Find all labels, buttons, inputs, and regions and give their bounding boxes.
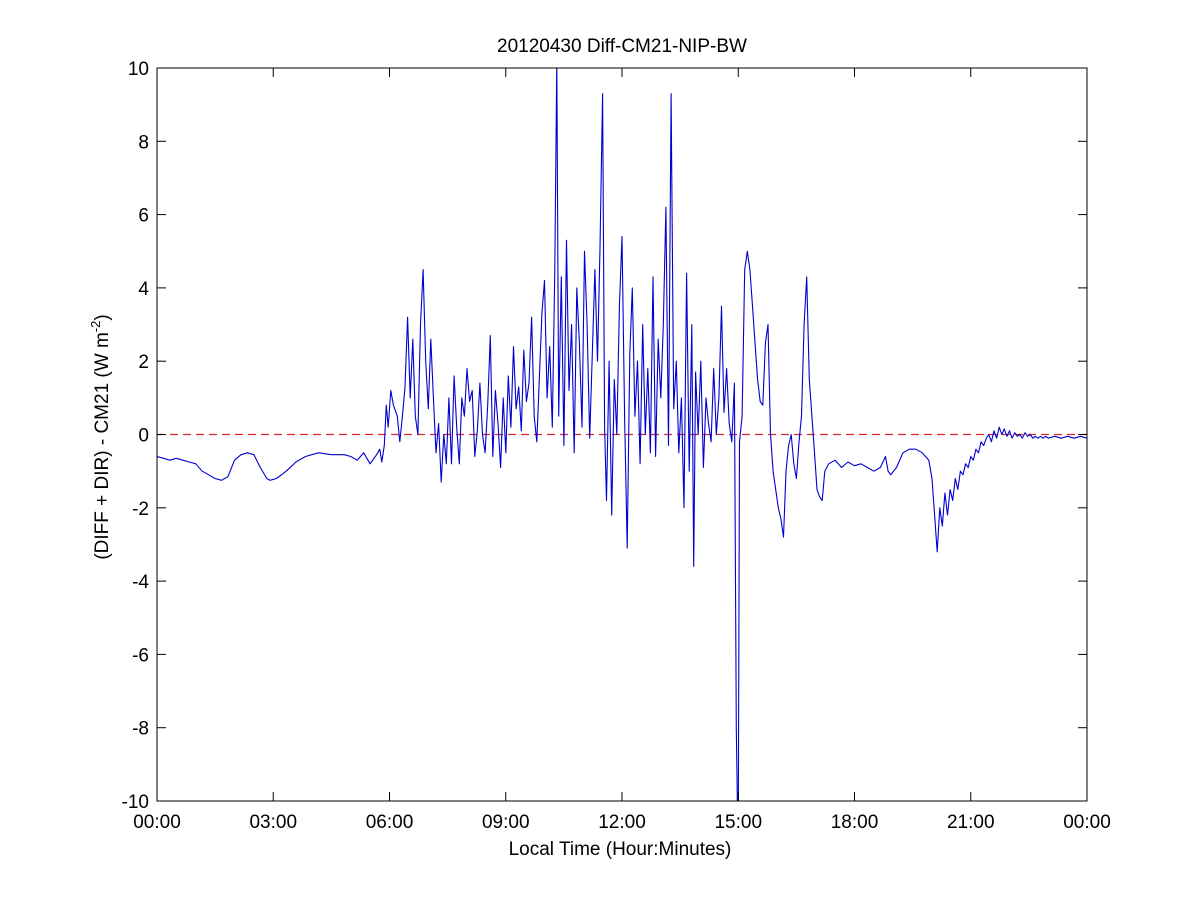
x-tick-label: 03:00 xyxy=(249,812,297,833)
y-axis-label: (DIFF + DIR) - CM21 (W m-2) xyxy=(88,314,113,559)
plot-area xyxy=(157,68,1087,801)
y-tick-label: 10 xyxy=(128,59,149,80)
y-tick-label: 2 xyxy=(138,352,149,373)
x-axis-label: Local Time (Hour:Minutes) xyxy=(509,839,732,860)
y-tick-label: -10 xyxy=(122,792,149,813)
x-tick-label: 15:00 xyxy=(714,812,762,833)
y-tick-label: -8 xyxy=(132,719,149,740)
y-tick-label: 4 xyxy=(138,279,149,300)
y-tick-label: -6 xyxy=(132,645,149,666)
y-tick-label: 8 xyxy=(138,132,149,153)
y-tick-label: -2 xyxy=(132,499,149,520)
x-tick-label: 00:00 xyxy=(1063,812,1111,833)
y-axis-label-superscript: -2 xyxy=(88,321,103,333)
x-axis: 00:00 03:00 06:00 09:00 12:00 15:00 18:00 21:00… xyxy=(133,68,1111,833)
y-axis-label-prefix: (DIFF + DIR) - CM21 (W m xyxy=(92,332,113,559)
chart-title: 20120430 Diff-CM21-NIP-BW xyxy=(497,36,747,57)
x-tick-label: 21:00 xyxy=(947,812,995,833)
x-tick-label: 09:00 xyxy=(482,812,530,833)
y-tick-label: -4 xyxy=(132,572,149,593)
x-tick-label: 12:00 xyxy=(598,812,646,833)
series-line xyxy=(157,68,1087,801)
y-axis-label-suffix: ) xyxy=(92,314,113,320)
y-axis: -10 -8 -6 -4 -2 0 2 4 6 8 10 xyxy=(122,59,1087,813)
y-tick-label: 0 xyxy=(138,426,149,447)
data-layer xyxy=(157,68,1087,801)
x-tick-label: 18:00 xyxy=(831,812,879,833)
x-tick-label: 06:00 xyxy=(366,812,414,833)
x-tick-label: 00:00 xyxy=(133,812,181,833)
y-tick-label: 6 xyxy=(138,206,149,227)
